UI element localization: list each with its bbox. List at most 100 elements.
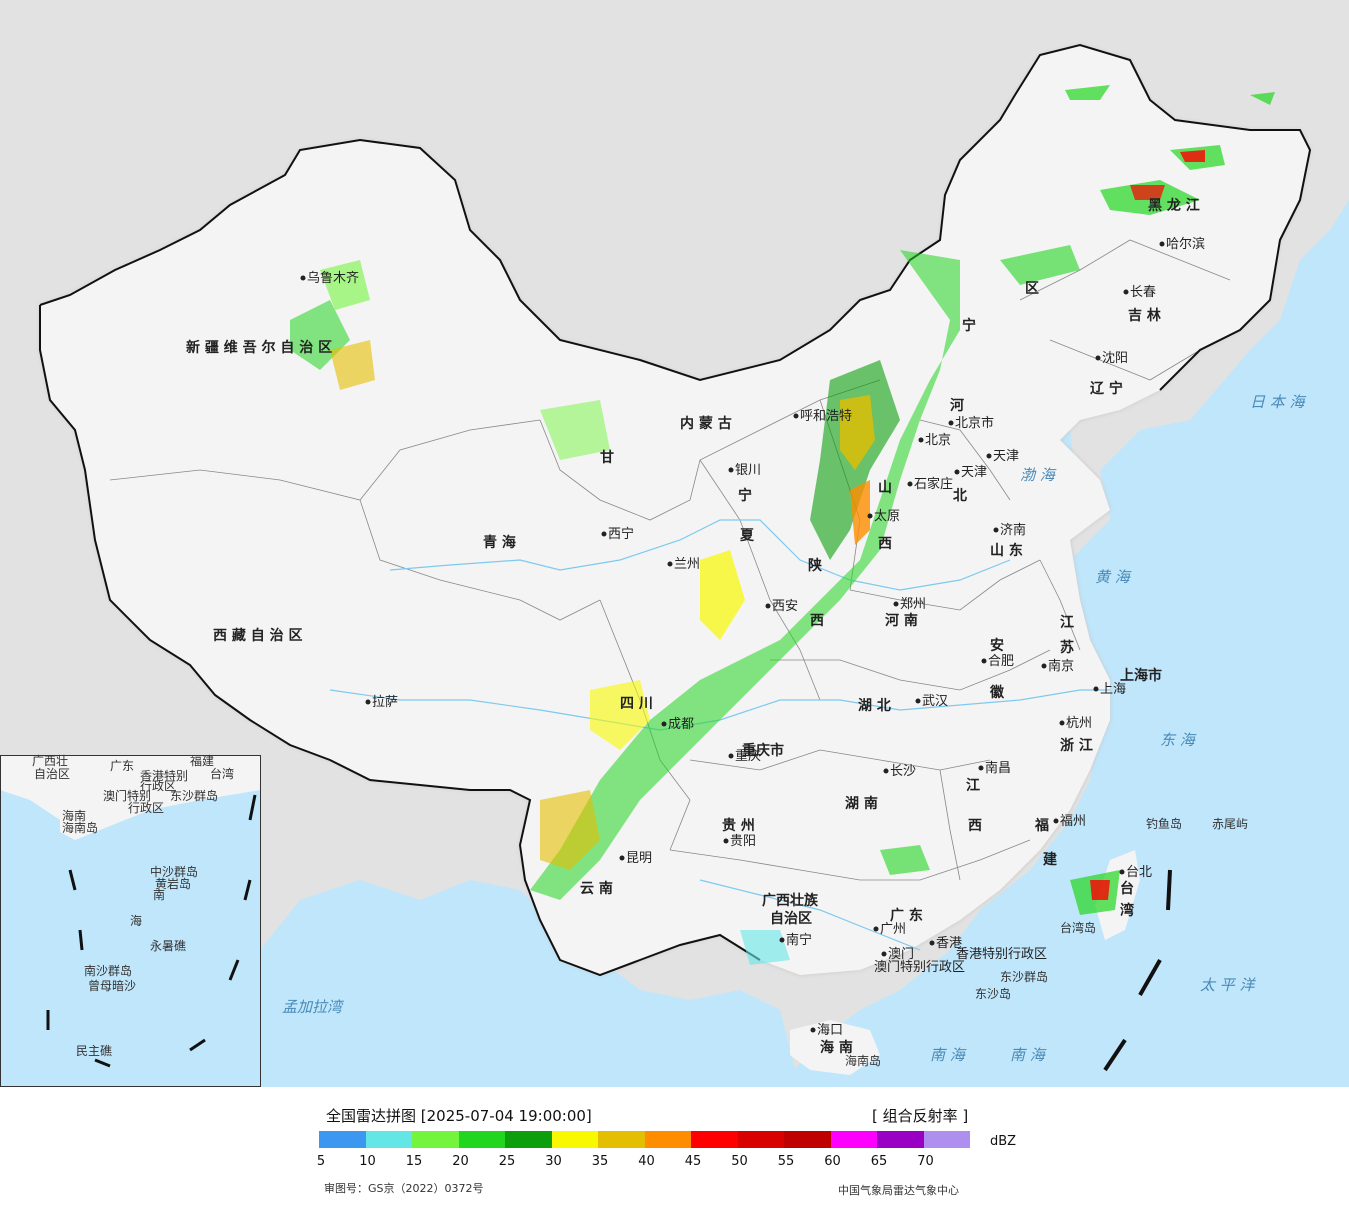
province-label: 山 东 (990, 542, 1023, 559)
inset-label: 福建 (190, 753, 214, 768)
city-dot (978, 765, 984, 771)
inset-label: 黄岩岛 (155, 876, 191, 891)
city-label: 香港 (936, 936, 962, 951)
color-swatch (551, 1131, 598, 1148)
province-label: 内 蒙 古 (680, 415, 732, 432)
province-label: 西 (968, 818, 982, 834)
sar-label: 澳门特别行政区 (874, 959, 965, 975)
province-label: 重庆市 (742, 742, 784, 759)
province-label: 苏 (1060, 639, 1074, 656)
city-dot (954, 469, 960, 475)
radar-echoes (290, 85, 1275, 965)
city-dot (765, 603, 771, 609)
province-label: 上海市 (1120, 667, 1162, 684)
city-dot (1159, 241, 1165, 247)
inset-label: 南 (153, 887, 165, 902)
inset-label: 广西壮 (32, 754, 68, 768)
city-dot (300, 275, 306, 281)
inset-label: 东沙群岛 (170, 788, 218, 803)
city-dot (907, 481, 913, 487)
sea-label: 孟加拉湾 (282, 998, 345, 1016)
taiwan-land (1095, 850, 1140, 940)
province-label: 青 海 (483, 534, 516, 551)
city-label: 哈尔滨 (1166, 236, 1205, 252)
color-scale-ticks: 5 10 15 20 25 30 35 40 45 50 55 60 65 70 (317, 1154, 1019, 1172)
sea-area (260, 880, 800, 1087)
city-dot (1119, 869, 1125, 875)
city-dot (981, 658, 987, 664)
inset-label: 海 (130, 913, 142, 928)
color-swatch (505, 1131, 552, 1148)
sea-label: 东 海 (1160, 731, 1197, 749)
city-dot (1041, 663, 1047, 669)
color-swatch (737, 1131, 784, 1148)
tick-label: 55 (777, 1154, 795, 1169)
rivers (329, 519, 1110, 951)
city-label: 西宁 (608, 526, 634, 542)
tick-label: 10 (359, 1154, 376, 1169)
inset-label: 南沙群岛 (84, 963, 132, 978)
province-label: 湖 北 (858, 698, 891, 714)
city-dot (867, 513, 873, 519)
color-swatch (644, 1131, 691, 1148)
city-label: 沈阳 (1102, 351, 1128, 366)
city-label: 合肥 (988, 654, 1014, 669)
province-label: 云 南 (580, 880, 613, 897)
sea-label: 南 海 (930, 1046, 967, 1064)
tick-label: 35 (591, 1154, 609, 1169)
city-dot (619, 855, 625, 861)
province-label: 辽 宁 (1090, 380, 1123, 397)
product-name: [ 组合反射率 ] (872, 1107, 969, 1125)
city-label: 昆明 (626, 851, 652, 866)
tick-label: 20 (452, 1154, 469, 1169)
tick-label: 30 (545, 1154, 562, 1169)
sea-label: 日 本 海 (1250, 393, 1307, 411)
inset-label: 台湾 (210, 766, 234, 781)
province-label: 区 (1025, 281, 1039, 297)
city-dot (728, 467, 734, 473)
color-swatch (598, 1131, 645, 1148)
tick-label: 25 (498, 1154, 516, 1169)
province-label: 吉 林 (1128, 307, 1161, 324)
province-label: 江 (966, 777, 980, 794)
map-review-number: 审图号：GS京（2022）0372号 (324, 1182, 484, 1195)
inset-label: 行政区 (128, 801, 164, 815)
province-label: 建 (1043, 851, 1057, 868)
inset-hainan (60, 812, 100, 840)
producer-label: 中国气象局雷达气象中心 (838, 1184, 959, 1197)
province-label: 河 (950, 397, 964, 414)
radar-map[interactable]: 新 疆 维 吾 尔 自 治 区西 藏 自 治 区青 海甘内 蒙 古宁夏陕西山西河… (0, 0, 1349, 1087)
inset-label: 海南 (62, 808, 86, 823)
province-label: 西 (878, 536, 892, 552)
province-label: 新 疆 维 吾 尔 自 治 区 (186, 339, 332, 356)
city-dot (993, 527, 999, 533)
city-label: 南京 (1048, 658, 1074, 674)
province-label: 陕 (808, 557, 822, 574)
province-label: 甘 (600, 449, 614, 466)
color-swatch (784, 1131, 831, 1148)
color-swatch (877, 1131, 924, 1148)
sea-label: 南 海 (1010, 1046, 1047, 1064)
city-label: 广州 (880, 922, 906, 937)
inset-label: 澳门特别 (103, 788, 151, 803)
inset-label: 广东 (110, 759, 134, 773)
city-label: 杭州 (1066, 716, 1092, 731)
inset-label: 自治区 (34, 767, 70, 781)
city-dot (986, 453, 992, 459)
color-swatch (412, 1131, 459, 1148)
city-dot (915, 698, 921, 704)
city-dot (661, 721, 667, 727)
province-label: 广 东 (890, 907, 923, 924)
city-label: 成都 (668, 717, 694, 732)
inset-label: 曾母暗沙 (88, 978, 136, 993)
city-dot (873, 926, 879, 932)
city-dot (1095, 355, 1101, 361)
province-label: 贵 州 (722, 817, 755, 834)
province-label: 河 南 (885, 612, 918, 629)
city-label: 太原 (874, 509, 900, 524)
city-label: 天津 (993, 449, 1019, 464)
city-label: 拉萨 (372, 695, 398, 710)
city-label: 长春 (1130, 285, 1156, 300)
island-label: 东沙群岛 (1000, 969, 1048, 984)
